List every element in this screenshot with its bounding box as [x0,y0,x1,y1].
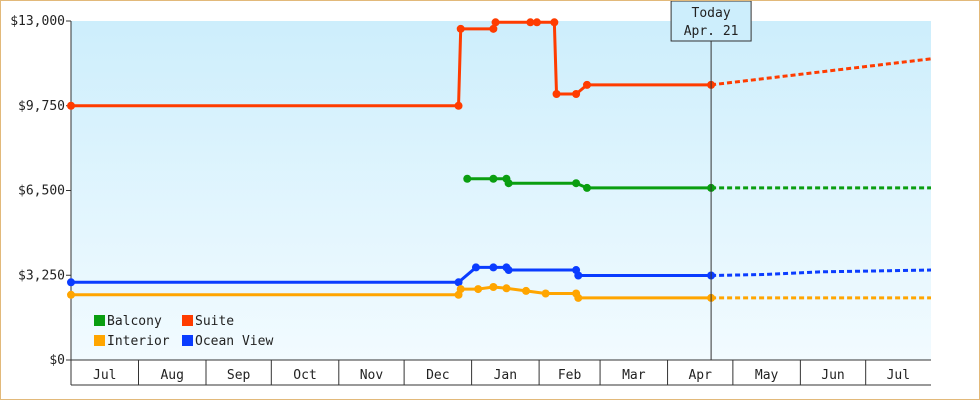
data-point [454,101,463,110]
data-point [67,101,75,110]
today-label: Today [692,6,731,21]
month-label: Nov [360,368,384,383]
legend-item-balcony: Balcony [94,314,162,329]
legend-item-ocean-view: Ocean View [182,334,273,349]
data-point [502,284,511,293]
data-point [583,183,591,192]
y-tick-label: $13,000 [10,14,65,29]
month-label: Dec [426,368,449,383]
y-tick-label: $9,750 [18,99,65,114]
data-point [454,278,463,287]
data-point [541,289,550,298]
data-point [574,271,583,280]
month-label: Jan [494,368,517,383]
data-point [552,90,561,99]
legend-swatch [182,315,193,326]
x-axis: Jul Aug Sep Oct Nov Dec Jan Feb Mar Apr May Jun Jul [71,359,931,386]
month-label: Jul [93,368,116,383]
month-label: Mar [622,368,646,383]
data-point [67,278,75,287]
data-point [572,90,581,99]
y-tick-label: $6,500 [18,184,65,199]
month-label: Aug [160,368,183,383]
month-label: Feb [558,368,582,383]
forecast-line [711,268,932,278]
data-point [526,18,535,27]
data-point [67,290,75,299]
data-point [489,24,498,33]
data-point [550,18,559,27]
month-label: Sep [227,368,251,383]
legend-label: Interior [107,334,170,349]
legend-label: Balcony [107,314,162,329]
data-point [491,18,500,27]
legend-swatch [94,315,105,326]
month-label: Jun [821,368,844,383]
data-point [572,179,581,188]
month-label: Apr [688,368,712,383]
data-point [574,293,583,302]
data-point [489,263,498,272]
legend-label: Suite [195,314,234,329]
data-point [489,174,498,183]
data-point [583,80,591,89]
data-point [474,285,483,294]
series-interior [67,282,931,302]
month-label: May [755,368,779,383]
data-point [504,266,513,275]
y-tick-label: $3,250 [18,268,65,283]
legend-label: Ocean View [195,334,273,349]
data-point [504,179,513,188]
plot-background [71,21,931,360]
data-point [463,174,472,183]
data-point [456,285,465,294]
series-layer [67,18,932,302]
today-marker: Today Apr. 21 [670,1,752,360]
month-label: Jul [887,368,910,383]
y-axis: $0 $3,250 $6,500 $9,750 $13,000 [10,14,72,385]
legend: Balcony Suite Interior Ocean View [94,314,273,349]
data-point [489,282,498,291]
forecast-line [710,57,932,87]
legend-item-suite: Suite [182,314,234,329]
month-label: Oct [293,368,316,383]
today-box [670,1,752,42]
series-suite [67,18,932,110]
data-point [532,18,541,27]
today-date: Apr. 21 [684,24,739,39]
legend-swatch [94,335,105,346]
series-balcony [463,174,931,192]
legend-item-interior: Interior [94,334,170,349]
data-point [456,24,465,33]
data-point [522,286,531,295]
legend-swatch [182,335,193,346]
data-point [471,263,480,272]
y-tick-label: $0 [49,353,65,368]
